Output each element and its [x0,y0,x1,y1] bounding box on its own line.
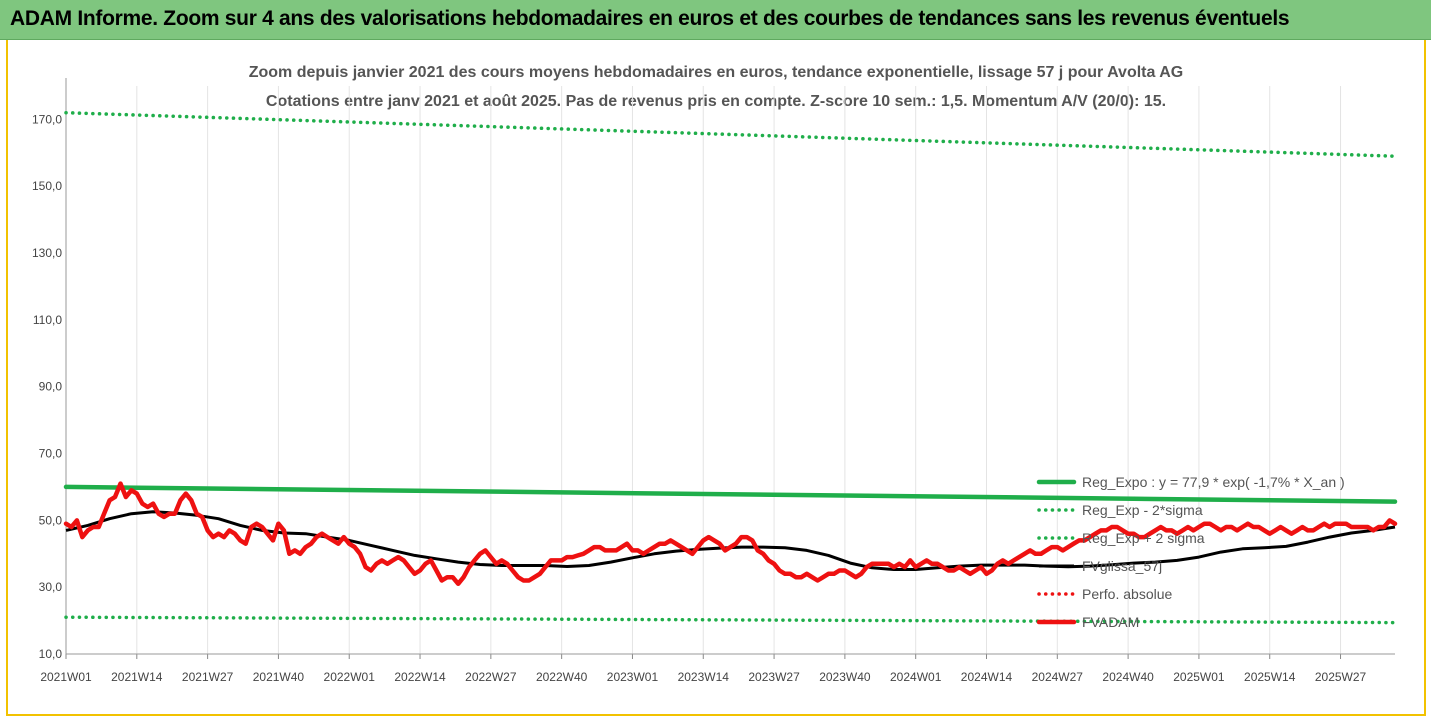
x-tick-label: 2023W14 [678,670,730,684]
legend-label: Reg_Exp - 2*sigma [1082,502,1203,518]
trend-line [63,484,1398,504]
chart-subtitle: Cotations entre janv 2021 et août 2025. … [266,93,1166,110]
x-tick-label: 2025W14 [1244,670,1296,684]
y-tick-label: 170,0 [32,112,62,126]
y-tick-label: 10,0 [39,647,63,661]
x-tick-label: 2023W01 [607,670,659,684]
x-tick-label: 2025W27 [1315,670,1367,684]
x-tick-label: 2022W40 [536,670,588,684]
x-tick-label: 2022W01 [324,670,376,684]
legend-label: FVglissa_57j [1082,558,1162,574]
trend-band-upper [64,110,1397,158]
x-tick-label: 2021W14 [111,670,163,684]
legend-label: Reg_Exp + 2 sigma [1082,530,1205,546]
y-tick-label: 130,0 [32,246,62,260]
y-tick-label: 50,0 [39,513,63,527]
x-tick-label: 2022W27 [465,670,517,684]
report-banner: ADAM Informe. Zoom sur 4 ans des valoris… [0,0,1431,40]
series-group [63,110,1398,625]
x-tick-label: 2025W01 [1173,670,1225,684]
y-tick-label: 150,0 [32,179,62,193]
x-tick-label: 2021W40 [253,670,305,684]
legend-label: Perfo. absolue [1082,586,1172,602]
x-tick-label: 2023W27 [748,670,800,684]
chart-frame: Zoom depuis janvier 2021 des cours moyen… [6,40,1426,716]
y-tick-label: 70,0 [39,447,63,461]
x-tick-label: 2022W14 [394,670,446,684]
gridlines [136,86,1342,654]
trend-band-lower [64,615,1397,625]
legend-label: Reg_Expo : y = 77,9 * exp( -1,7% * X_an … [1082,474,1345,490]
x-tick-label: 2024W27 [1032,670,1084,684]
x-tick-label: 2024W01 [890,670,942,684]
x-tick-label: 2024W40 [1102,670,1154,684]
axes: 2021W01 2021W14 2021W27 2021W40 2022W01 2022W… [32,78,1395,684]
legend-label: FVADAM [1082,614,1139,630]
banner-title: ADAM Informe. Zoom sur 4 ans des valoris… [10,7,1290,30]
chart-title: Zoom depuis janvier 2021 des cours moyen… [249,64,1184,81]
price-chart: Zoom depuis janvier 2021 des cours moyen… [32,64,1398,684]
price-line [63,481,1398,587]
x-tick-label: 2021W01 [40,670,92,684]
y-tick-label: 30,0 [39,580,63,594]
x-tick-label: 2023W40 [819,670,871,684]
x-tick-label: 2024W14 [961,670,1013,684]
y-tick-label: 90,0 [39,380,63,394]
legend: Reg_Expo : y = 77,9 * exp( -1,7% * X_an … [1036,474,1345,630]
y-tick-label: 110,0 [33,313,62,327]
x-tick-label: 2021W27 [182,670,234,684]
